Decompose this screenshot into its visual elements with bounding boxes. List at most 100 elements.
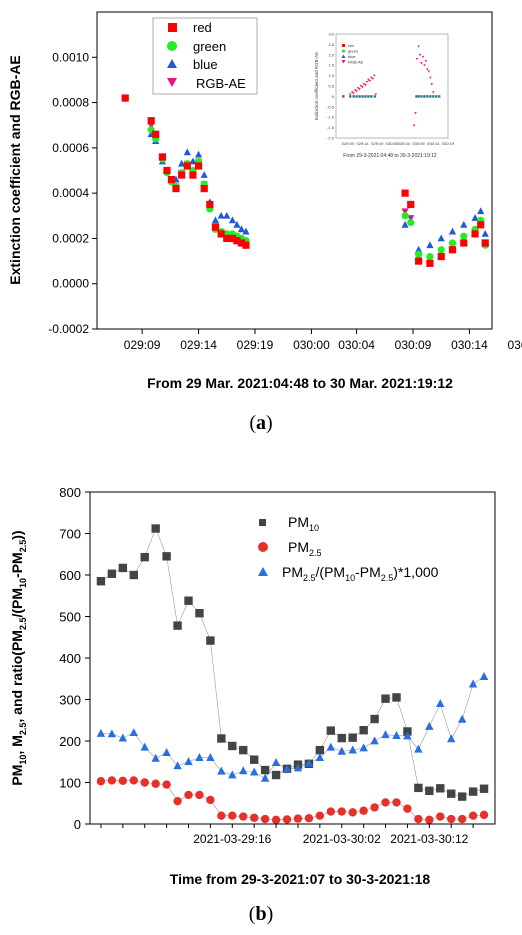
chart-b-point-0 [96, 577, 106, 586]
chart-b-point-2 [129, 728, 138, 737]
chart-b-point-1 [129, 776, 138, 785]
inset-ytick-label: 2.0 [328, 52, 334, 57]
chart-b-point-2 [468, 679, 478, 688]
inset-point-blue [361, 95, 364, 98]
chart-a-point-blue [183, 148, 191, 156]
chart-a-point-red [460, 239, 468, 247]
inset-ytick-label: 2.5 [328, 42, 334, 47]
chart-b-point-2 [425, 721, 434, 730]
chart-b-point-1 [239, 812, 248, 821]
chart-a-point-rgb-ae [401, 208, 409, 216]
chart-b-point-2 [228, 770, 237, 779]
chart-b-point-2 [184, 757, 193, 766]
chart-b-point-0 [151, 524, 160, 533]
chart-b: 0 100 200 300 400 500 600 700 800 2021-03-29:16 2… [9, 485, 496, 887]
chart-a-point-blue [481, 229, 489, 237]
inset-legend-red: red [348, 43, 354, 48]
chart-b-point-2 [326, 742, 336, 751]
chart-a-ytick-label: 0.0008 [52, 96, 89, 110]
caption-a-close: ) [266, 412, 273, 434]
chart-b-point-1 [326, 807, 336, 816]
chart-a-point-blue [477, 207, 485, 215]
chart-b-point-1 [425, 815, 434, 825]
legend-ratio-label: PM2.5/(PM10-PM2.5)*1,000 [282, 564, 439, 583]
chart-b-point-2 [260, 773, 270, 782]
chart-b-point-1 [162, 780, 171, 789]
chart-b-point-0 [217, 734, 226, 743]
chart-a-point-green [407, 218, 415, 227]
inset-point-blue [429, 95, 432, 98]
chart-a-xtick-label: 030:00 [293, 338, 330, 352]
inset-xtick-label: 029:14 [356, 141, 369, 146]
chart-b-point-1 [260, 814, 270, 824]
chart-a-frame [96, 11, 493, 330]
inset-point-rgb-ae [429, 76, 432, 79]
chart-a-point-red [178, 171, 186, 179]
chart-a-point-green [460, 232, 468, 240]
chart-b-point-0 [337, 733, 346, 743]
chart-b-point-1 [96, 777, 106, 786]
chart-b-point-0 [129, 570, 138, 580]
chart-a-point-red [152, 130, 160, 138]
inset-frame [335, 33, 449, 139]
chart-b-point-1 [271, 815, 281, 825]
inset-point-rgb-ae [427, 70, 431, 73]
chart-a-point-blue [228, 216, 237, 224]
inset-point-blue [364, 95, 367, 98]
chart-a-inset: -2.0 -1.5 -1.0 -0.5 0 0.5 1.0 1.5 2.0 2.5 3.0 029:… [312, 32, 455, 159]
chart-a-point-red [217, 230, 225, 238]
chart-b-ytick-label: 100 [59, 776, 81, 791]
inset-point-blue [415, 95, 418, 98]
chart-a-ytick-label: -0.0002 [48, 322, 89, 336]
inset-point-rgb-ae [415, 58, 419, 61]
inset-point-rgb-ae [361, 86, 364, 89]
inset-point-rgb-ae [374, 93, 377, 96]
chart-b-point-1 [468, 811, 478, 820]
inset-point-rgb-ae [421, 55, 425, 59]
chart-a-xtick-label: 029:09 [124, 338, 161, 352]
chart-a-point-blue [217, 211, 225, 219]
chart-b-point-1 [304, 813, 314, 823]
chart-a-xtick-label: 029:14 [180, 338, 217, 352]
legend-pm10-marker [259, 519, 266, 526]
chart-b-point-0 [249, 755, 259, 764]
inset-xtick-label: 030:09 [412, 141, 425, 146]
chart-b-point-2 [381, 730, 390, 739]
chart-a-ytick-label: 0.0004 [52, 186, 89, 200]
chart-a-point-red [194, 162, 203, 170]
legend-pm25-label: PM2.5 [288, 539, 322, 558]
chart-a-xtick-label: 030:04 [338, 338, 375, 352]
inset-point-rgb-ae [356, 87, 360, 90]
inset-point-blue [348, 95, 352, 98]
chart-a-point-blue [242, 227, 250, 235]
inset-point-blue [423, 95, 426, 98]
chart-a-point-blue [200, 171, 208, 178]
chart-b-point-2 [140, 742, 149, 751]
chart-b-point-2 [359, 743, 368, 752]
legend-blue-label: blue [193, 57, 218, 72]
chart-b-point-1 [315, 811, 325, 820]
chart-b-point-0 [107, 569, 117, 578]
inset-point-rgb-ae [351, 91, 354, 94]
chart-b-point-0 [381, 694, 390, 703]
chart-b-point-1 [173, 796, 182, 806]
chart-b-point-2 [370, 736, 379, 745]
inset-point-blue [355, 95, 358, 98]
inset-point-rgb-ae [371, 77, 375, 81]
chart-a-point-red [200, 185, 208, 193]
chart-b-point-0 [195, 608, 204, 618]
chart-a-xtick-label: 030:09 [395, 338, 432, 352]
chart-b-point-1 [228, 811, 237, 820]
inset-ytick-label: 0.5 [328, 84, 334, 89]
caption-a-open: ( [249, 412, 256, 434]
chart-a-point-red [426, 259, 434, 267]
chart-b-point-1 [206, 795, 215, 805]
inset-legend-green: green [348, 49, 358, 54]
chart-b-point-1 [140, 778, 149, 787]
chart-b-point-1 [249, 813, 259, 822]
chart-a-ylabel: Extinction coefficient and RGB-AE [7, 55, 23, 284]
inset-point-rgb-ae [353, 89, 357, 92]
chart-b-point-1 [447, 814, 456, 824]
chart-a-point-red [189, 171, 197, 179]
chart-b-point-0 [162, 552, 171, 561]
